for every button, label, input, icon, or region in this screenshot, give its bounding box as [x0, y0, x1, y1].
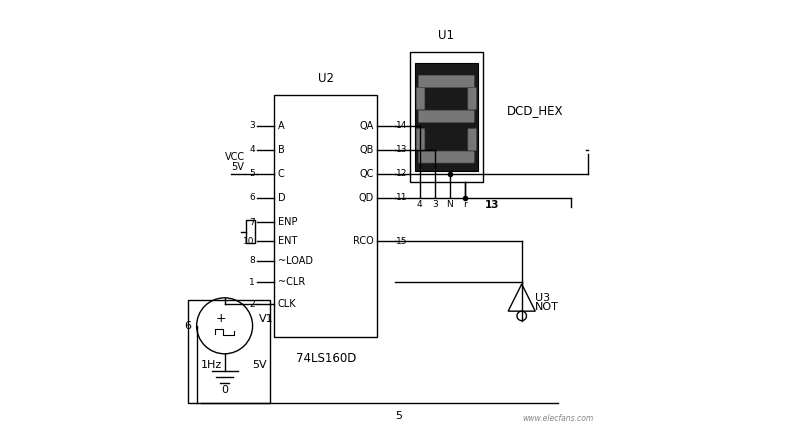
FancyBboxPatch shape	[418, 110, 474, 123]
Text: 8: 8	[249, 256, 255, 265]
Text: 5: 5	[396, 411, 402, 421]
Text: 12: 12	[397, 169, 408, 178]
Text: 13: 13	[397, 145, 408, 154]
Text: ENT: ENT	[278, 236, 297, 246]
Text: r: r	[463, 200, 467, 209]
FancyBboxPatch shape	[468, 128, 476, 151]
Bar	[415, 63, 478, 171]
Text: U3: U3	[535, 292, 550, 302]
Bar	[188, 300, 270, 403]
Text: 7: 7	[249, 218, 255, 226]
Text: 4: 4	[249, 145, 255, 154]
Bar	[275, 95, 377, 337]
Text: 5: 5	[249, 169, 255, 178]
Text: 0: 0	[221, 385, 228, 395]
Text: 5V: 5V	[253, 359, 267, 369]
Bar	[246, 220, 255, 243]
Text: QB: QB	[360, 145, 374, 155]
Text: DCD_HEX: DCD_HEX	[507, 104, 563, 117]
Text: A: A	[278, 121, 284, 130]
FancyBboxPatch shape	[418, 151, 474, 163]
Text: ~LOAD: ~LOAD	[278, 256, 313, 266]
Text: U2: U2	[318, 72, 334, 85]
Text: QD: QD	[359, 193, 374, 203]
Text: CLK: CLK	[278, 299, 296, 309]
Text: ~CLR: ~CLR	[278, 277, 305, 287]
Text: 3: 3	[249, 121, 255, 130]
FancyBboxPatch shape	[468, 88, 476, 110]
Text: D: D	[278, 193, 285, 203]
Text: 15: 15	[397, 237, 408, 246]
Text: 1: 1	[249, 278, 255, 287]
Text: QC: QC	[360, 169, 374, 179]
Text: ENP: ENP	[278, 217, 297, 227]
FancyBboxPatch shape	[417, 88, 425, 110]
Text: C: C	[278, 169, 284, 179]
Text: QA: QA	[360, 121, 374, 130]
Text: 5V: 5V	[231, 162, 244, 172]
Text: RCO: RCO	[354, 236, 374, 246]
Text: www.elecfans.com: www.elecfans.com	[523, 414, 594, 423]
FancyBboxPatch shape	[417, 128, 425, 151]
Text: 10: 10	[243, 237, 255, 246]
Text: 11: 11	[397, 194, 408, 203]
Text: 14: 14	[397, 121, 408, 130]
Text: 4: 4	[417, 200, 422, 209]
Text: 3: 3	[432, 200, 437, 209]
Text: 74LS160D: 74LS160D	[295, 352, 356, 365]
Text: V1: V1	[259, 314, 274, 324]
Text: 13: 13	[485, 200, 500, 210]
FancyBboxPatch shape	[418, 75, 474, 88]
Text: N: N	[446, 200, 453, 209]
Text: NOT: NOT	[535, 302, 559, 311]
Text: VCC: VCC	[224, 152, 245, 162]
Bar	[409, 52, 483, 181]
Text: U1: U1	[438, 29, 454, 41]
Text: 2: 2	[249, 299, 255, 308]
Text: 1Hz: 1Hz	[201, 359, 222, 369]
Text: 6: 6	[249, 194, 255, 203]
Text: 6: 6	[184, 321, 192, 331]
Text: B: B	[278, 145, 284, 155]
Text: +: +	[215, 311, 227, 324]
